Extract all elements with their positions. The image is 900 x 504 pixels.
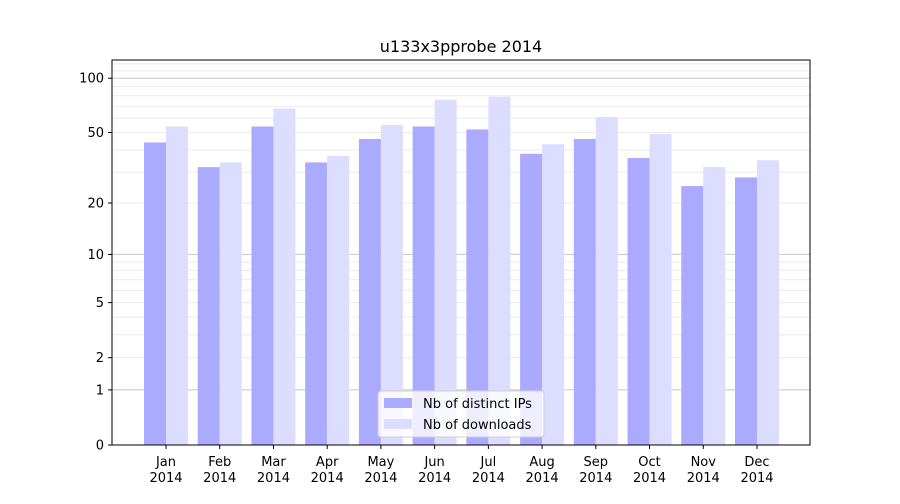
bar-distinct-ips xyxy=(466,129,489,446)
x-tick-label: Feb xyxy=(208,455,231,470)
x-tick-label: 2014 xyxy=(203,471,236,486)
legend-label: Nb of downloads xyxy=(423,418,532,433)
x-tick-label: 2014 xyxy=(418,471,451,486)
bar-downloads xyxy=(595,116,618,445)
x-tick-label: Jul xyxy=(480,455,497,470)
bar-distinct-ips xyxy=(627,158,650,445)
y-tick-label: 10 xyxy=(87,248,104,263)
y-tick-label: 1 xyxy=(96,383,104,398)
bar-distinct-ips xyxy=(520,153,543,445)
bar-distinct-ips xyxy=(573,139,596,445)
bar-downloads xyxy=(542,144,565,445)
bar-distinct-ips xyxy=(358,139,381,445)
bar-downloads xyxy=(219,162,242,445)
y-tick-label: 20 xyxy=(87,197,104,212)
x-tick-label: Jun xyxy=(423,455,444,470)
bar-downloads xyxy=(703,167,726,445)
bar-distinct-ips xyxy=(197,167,220,445)
x-tick-label: Mar xyxy=(261,455,286,470)
x-tick-label: Apr xyxy=(316,455,339,470)
chart-title: u133x3pprobe 2014 xyxy=(380,37,542,56)
bar-downloads xyxy=(327,155,350,445)
x-tick-label: Oct xyxy=(638,455,660,470)
y-tick-label: 2 xyxy=(96,351,104,366)
legend-label: Nb of distinct IPs xyxy=(423,397,532,412)
x-tick-label: 2014 xyxy=(740,471,773,486)
x-tick-label: Jan xyxy=(155,455,176,470)
x-tick-label: Nov xyxy=(691,455,717,470)
legend-swatch xyxy=(384,419,412,429)
y-tick-label: 0 xyxy=(96,439,104,454)
bar-distinct-ips xyxy=(144,142,166,445)
bar-downloads xyxy=(166,126,188,446)
bar-distinct-ips xyxy=(681,186,704,445)
x-tick-label: 2014 xyxy=(364,471,397,486)
bar-downloads xyxy=(757,160,779,446)
bar-distinct-ips xyxy=(305,162,328,445)
x-tick-label: 2014 xyxy=(472,471,505,486)
y-tick-label: 100 xyxy=(79,72,104,87)
bar-distinct-ips xyxy=(412,126,435,446)
bar-downloads xyxy=(273,108,296,446)
x-tick-label: 2014 xyxy=(149,471,182,486)
x-tick-label: Dec xyxy=(744,455,769,470)
axes-frame xyxy=(111,59,811,446)
legend-box xyxy=(377,390,545,438)
x-tick-label: 2014 xyxy=(579,471,612,486)
x-tick-label: 2014 xyxy=(257,471,290,486)
x-tick-label: May xyxy=(367,455,394,470)
bar-downloads xyxy=(380,125,403,445)
x-tick-label: 2014 xyxy=(311,471,344,486)
legend-swatch xyxy=(384,398,412,408)
x-tick-label: 2014 xyxy=(526,471,559,486)
y-tick-label: 5 xyxy=(96,296,104,311)
bar-downloads xyxy=(488,96,511,445)
x-tick-label: Aug xyxy=(529,455,554,470)
x-tick-label: 2014 xyxy=(687,471,720,486)
bar-distinct-ips xyxy=(735,177,757,445)
x-tick-label: Sep xyxy=(584,455,609,470)
bar-downloads xyxy=(649,134,672,445)
bar-distinct-ips xyxy=(251,126,274,446)
x-tick-label: 2014 xyxy=(633,471,666,486)
y-tick-label: 50 xyxy=(87,126,104,141)
bar-downloads xyxy=(434,99,457,446)
